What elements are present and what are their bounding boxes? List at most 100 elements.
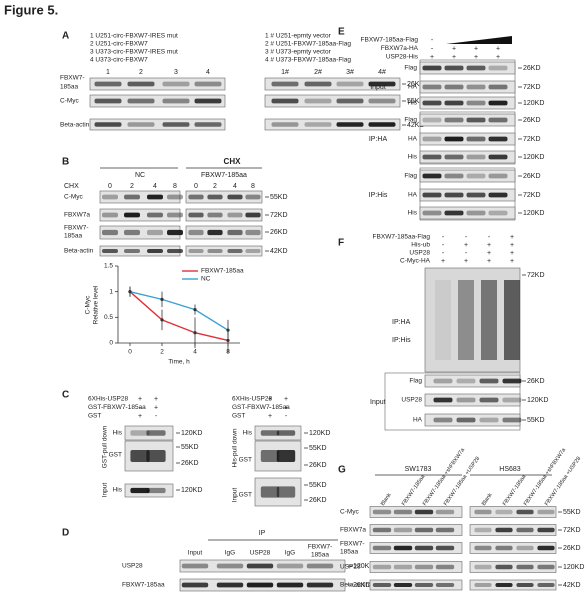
band	[444, 173, 464, 179]
band	[94, 81, 122, 87]
label: 185aa	[311, 552, 329, 559]
label: 185aa	[340, 549, 358, 556]
band	[474, 583, 492, 587]
label: His	[408, 154, 418, 161]
band	[276, 582, 304, 588]
label: His	[243, 430, 253, 437]
band	[188, 212, 204, 218]
blot	[469, 579, 557, 591]
band	[245, 249, 261, 253]
band	[102, 249, 118, 253]
label: GST	[109, 452, 122, 459]
band	[304, 98, 332, 104]
label: -	[155, 413, 158, 420]
band	[422, 65, 442, 71]
label: -	[431, 45, 434, 52]
label: 6XHis-USP28	[88, 396, 128, 403]
band	[162, 98, 190, 104]
band	[336, 81, 364, 87]
label: FBXW7-185aa	[122, 582, 165, 589]
series-line	[129, 291, 229, 342]
band	[124, 229, 140, 236]
blot	[185, 208, 263, 222]
label: +	[154, 404, 158, 411]
band	[276, 486, 296, 498]
label: +	[138, 413, 142, 420]
label: 4	[233, 183, 237, 190]
smear	[504, 280, 520, 360]
label: 4	[153, 183, 157, 190]
band	[488, 84, 508, 90]
label: Flag	[409, 378, 422, 385]
band	[537, 545, 555, 551]
band	[433, 378, 453, 384]
band	[488, 154, 508, 160]
band	[124, 249, 140, 253]
band	[414, 564, 434, 570]
blot	[185, 190, 263, 204]
label: +	[496, 45, 500, 52]
label: -	[465, 250, 468, 257]
band	[466, 84, 486, 90]
blot	[469, 542, 557, 554]
label: HS683	[499, 466, 521, 473]
label: -	[269, 404, 272, 411]
band	[207, 194, 223, 200]
panel-label: E	[338, 27, 345, 38]
label: 8	[173, 183, 177, 190]
figure-title: Figure 5.	[4, 2, 58, 17]
label: +	[138, 396, 142, 403]
band	[372, 583, 392, 587]
band	[147, 212, 163, 218]
size-marker: 26KD	[527, 378, 545, 385]
band	[414, 545, 434, 551]
label: Flag	[404, 117, 417, 124]
label: His-ub	[411, 242, 430, 249]
label: +	[474, 45, 478, 52]
label: Input	[188, 550, 203, 557]
band	[124, 194, 140, 200]
label: Input	[370, 84, 386, 91]
blot	[264, 118, 401, 131]
band	[422, 84, 442, 90]
size-marker: 55KD	[527, 417, 545, 424]
blot	[185, 225, 263, 240]
size-marker: 120KD	[181, 487, 202, 494]
size-marker: 26KD	[523, 173, 541, 180]
band	[537, 564, 555, 570]
size-marker: 120KD	[181, 430, 202, 437]
label: IP:HA	[392, 319, 411, 326]
label: NC	[135, 172, 145, 179]
band	[127, 122, 155, 127]
band	[474, 564, 492, 570]
label: 4#	[378, 69, 386, 76]
band	[188, 229, 204, 236]
label: -	[465, 234, 468, 241]
label: +	[474, 54, 478, 61]
size-marker: 26KD	[523, 65, 541, 72]
label: 2 # U251-FBXW7-185aa-Flag	[265, 41, 351, 48]
label: -	[442, 250, 445, 257]
size-marker: 42KD	[270, 248, 288, 255]
band	[466, 136, 486, 142]
label: FBXW7-185aa-Flag	[373, 234, 431, 241]
label: -	[442, 234, 445, 241]
size-marker: 55KD	[181, 444, 199, 451]
band	[207, 229, 223, 236]
blot	[419, 96, 516, 110]
label: FBXW7a	[64, 212, 90, 219]
band	[516, 527, 534, 533]
band	[368, 122, 396, 127]
size-marker: 26KD	[563, 545, 581, 552]
band	[304, 81, 332, 87]
band	[162, 122, 190, 127]
label: USP28	[409, 250, 430, 257]
band	[466, 117, 486, 123]
band	[422, 154, 442, 160]
band	[393, 583, 413, 587]
label: 1 # U251-epmty vector	[265, 33, 332, 40]
label: Input	[102, 483, 109, 498]
blot	[469, 506, 557, 518]
band	[306, 582, 334, 588]
blot	[89, 77, 226, 91]
